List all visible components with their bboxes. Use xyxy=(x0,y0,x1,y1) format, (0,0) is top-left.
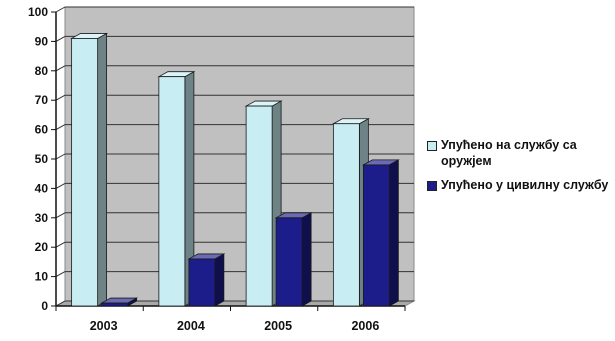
bar-2-2005 xyxy=(274,212,313,307)
y-tick-label-90: 90 xyxy=(35,34,49,48)
bar-1-2003 xyxy=(70,32,109,307)
legend-swatch-series-2 xyxy=(427,181,437,191)
gridline-depth-40 xyxy=(55,182,66,189)
bar-side xyxy=(388,159,399,307)
bar-front xyxy=(245,105,273,307)
x-tick-label-2006: 2006 xyxy=(351,319,379,333)
y-tick-label-100: 100 xyxy=(28,5,48,19)
gridline-depth-60 xyxy=(55,124,66,131)
bar-front xyxy=(71,38,99,307)
bar-1-2004 xyxy=(157,71,196,307)
gridline-depth-0 xyxy=(55,300,66,307)
legend-label-series-2: Упућено у цивилну службу xyxy=(441,178,609,192)
y-tick-label-30: 30 xyxy=(35,211,49,225)
y-tick-label-20: 20 xyxy=(35,240,49,254)
bar-side xyxy=(301,212,312,307)
gridline-depth-90 xyxy=(55,35,66,42)
x-tick-labels: 2003 2004 2005 2006 xyxy=(90,319,380,333)
bar-front xyxy=(101,302,129,307)
y-tick-label-0: 0 xyxy=(41,299,48,313)
gridline-depth-20 xyxy=(55,241,66,248)
legend-item-series-2: Упућено у цивилну службу xyxy=(427,177,613,193)
bar-2-2004 xyxy=(187,253,226,307)
y-tick-label-60: 60 xyxy=(35,123,49,137)
bar-2-2006 xyxy=(361,159,400,307)
legend-label-series-1: Упућено на службу са оружјем xyxy=(441,138,577,168)
gridline-depth-100 xyxy=(55,6,66,13)
bar-2-2003 xyxy=(100,297,139,307)
gridline-depth-50 xyxy=(55,153,66,160)
gridline-depth-30 xyxy=(55,212,66,219)
bar-front xyxy=(275,217,303,307)
legend: Упућено на службу са оружјем Упућено у ц… xyxy=(427,137,613,201)
y-tick-label-80: 80 xyxy=(35,64,49,78)
y-tick-label-10: 10 xyxy=(35,270,49,284)
x-tick-label-2003: 2003 xyxy=(90,319,118,333)
y-tick-label-70: 70 xyxy=(35,93,49,107)
x-tick-label-2004: 2004 xyxy=(177,319,205,333)
bar-side xyxy=(214,253,225,307)
legend-swatch-series-1 xyxy=(427,141,437,151)
y-tick-label-40: 40 xyxy=(35,181,49,195)
bar-front xyxy=(362,164,390,307)
bar-front xyxy=(332,123,360,307)
legend-item-series-1: Упућено на службу са оружјем xyxy=(427,137,613,169)
bar-front xyxy=(188,258,216,307)
y-tick-labels: 0 10 20 30 40 50 60 70 80 90 100 xyxy=(28,5,48,313)
gridline-depth-80 xyxy=(55,65,66,72)
bar-front xyxy=(158,76,186,307)
gridline-depth-10 xyxy=(55,271,66,278)
bars xyxy=(70,32,400,307)
y-tick-label-50: 50 xyxy=(35,152,49,166)
gridline-depth-70 xyxy=(55,94,66,101)
bar-side xyxy=(97,32,108,307)
x-tick-label-2005: 2005 xyxy=(264,319,292,333)
